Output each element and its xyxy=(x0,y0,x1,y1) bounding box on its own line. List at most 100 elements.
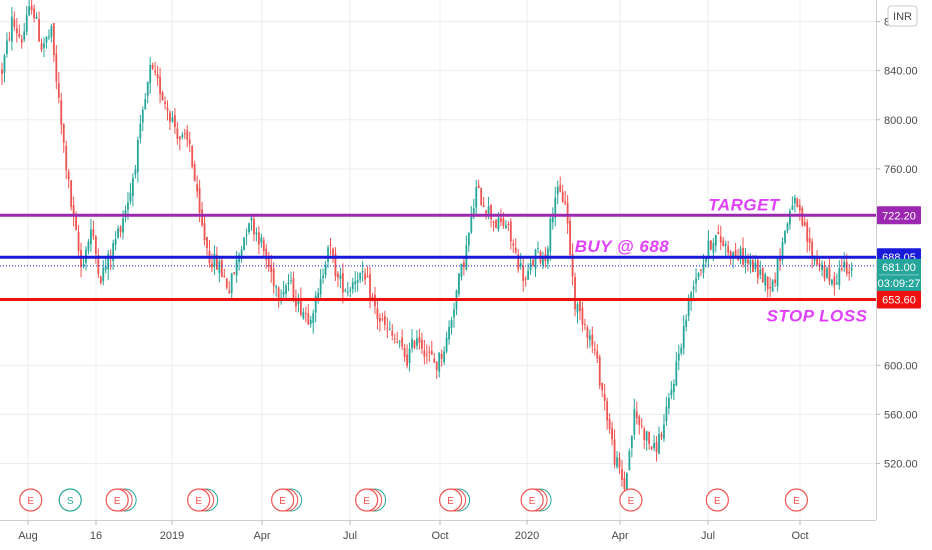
candle xyxy=(826,266,828,280)
candle xyxy=(603,383,606,411)
candle xyxy=(739,245,742,265)
candle xyxy=(267,251,270,273)
candle xyxy=(188,131,191,153)
candle xyxy=(774,272,777,287)
candle xyxy=(722,237,725,247)
candle xyxy=(524,276,527,287)
candle xyxy=(388,320,391,331)
candle xyxy=(67,169,70,189)
candle xyxy=(697,272,700,281)
event-letter: E xyxy=(279,496,286,507)
candle xyxy=(275,284,278,297)
candle xyxy=(569,215,571,259)
candle xyxy=(35,12,38,19)
candle xyxy=(798,199,801,221)
candle xyxy=(104,256,107,274)
event-letter: E xyxy=(363,496,370,507)
candle xyxy=(55,44,58,90)
candle xyxy=(714,234,717,253)
buy-annotation[interactable]: BUY @ 688 xyxy=(575,237,670,256)
candle xyxy=(228,281,231,295)
currency-label: INR xyxy=(893,11,912,23)
candle xyxy=(588,329,591,348)
candle xyxy=(292,271,295,303)
candle xyxy=(45,36,48,49)
candle xyxy=(559,176,562,193)
price-axis[interactable]: 880.00840.00800.00760.00600.00560.00520.… xyxy=(876,17,918,471)
candle xyxy=(203,215,206,246)
candle xyxy=(677,344,680,371)
candle xyxy=(329,237,332,256)
split-event-marker[interactable]: S xyxy=(58,488,82,512)
candle xyxy=(87,238,90,255)
candle xyxy=(428,345,431,362)
candle xyxy=(500,208,502,227)
earnings-event-marker[interactable]: E xyxy=(439,488,471,512)
candle xyxy=(3,53,6,83)
candle xyxy=(314,291,317,323)
earnings-event-marker[interactable]: E xyxy=(187,488,219,512)
level-lines[interactable]: TARGET BUY @ 688 STOP LOSS xyxy=(0,195,876,325)
candle xyxy=(672,379,675,400)
candle xyxy=(317,288,320,304)
candle xyxy=(742,237,744,268)
target-annotation[interactable]: TARGET xyxy=(708,195,781,214)
x-tick-label: Jul xyxy=(701,530,715,542)
currency-button[interactable]: INR xyxy=(887,5,918,27)
candlesticks xyxy=(1,0,853,498)
candle xyxy=(381,313,384,322)
earnings-event-marker[interactable]: E xyxy=(520,488,552,512)
candle xyxy=(660,431,663,440)
earnings-event-marker[interactable]: E xyxy=(271,488,303,512)
stop-loss-annotation[interactable]: STOP LOSS xyxy=(767,306,868,325)
earnings-event-marker[interactable]: E xyxy=(355,488,387,512)
candle xyxy=(675,351,678,387)
candle xyxy=(38,11,40,42)
candle xyxy=(430,340,433,355)
candle xyxy=(418,328,421,350)
candle xyxy=(15,18,18,43)
candle xyxy=(401,329,404,351)
candle xyxy=(253,215,255,242)
event-letter: E xyxy=(529,496,536,507)
candle xyxy=(761,267,764,283)
candle xyxy=(332,247,334,263)
earnings-event-marker[interactable]: E xyxy=(19,488,43,512)
last-price-tag: 681.00 03:09:27 xyxy=(877,258,921,291)
candle xyxy=(40,38,43,53)
earnings-event-marker[interactable]: E xyxy=(619,488,643,512)
candle xyxy=(285,283,287,299)
candle xyxy=(132,173,134,207)
bar-countdown: 03:09:27 xyxy=(878,278,921,290)
candle xyxy=(613,429,616,469)
earnings-event-marker[interactable]: E xyxy=(105,488,137,512)
candle xyxy=(28,0,31,17)
earnings-event-marker[interactable]: E xyxy=(705,488,729,512)
candle xyxy=(359,272,362,284)
candle xyxy=(164,96,166,110)
time-axis[interactable]: Aug 16 2019 Apr Jul Oct 2020 Apr Jul Oct xyxy=(18,520,809,542)
candle xyxy=(551,207,554,230)
candle xyxy=(376,300,379,330)
candle xyxy=(835,273,838,285)
candle xyxy=(504,220,507,229)
candle xyxy=(640,418,643,429)
candle xyxy=(621,459,623,487)
earnings-event-marker[interactable]: E xyxy=(784,488,809,512)
candle xyxy=(724,240,727,257)
candle xyxy=(57,72,60,104)
candle xyxy=(833,271,836,296)
y-tick-label: 520.00 xyxy=(884,458,918,470)
candle xyxy=(290,271,292,285)
candle xyxy=(421,332,423,354)
candle xyxy=(709,239,712,251)
candle xyxy=(94,234,97,264)
candle xyxy=(635,401,638,425)
candle xyxy=(287,274,290,292)
candle xyxy=(383,310,386,331)
candle xyxy=(223,268,226,278)
candle xyxy=(509,218,512,250)
candle xyxy=(776,255,779,292)
